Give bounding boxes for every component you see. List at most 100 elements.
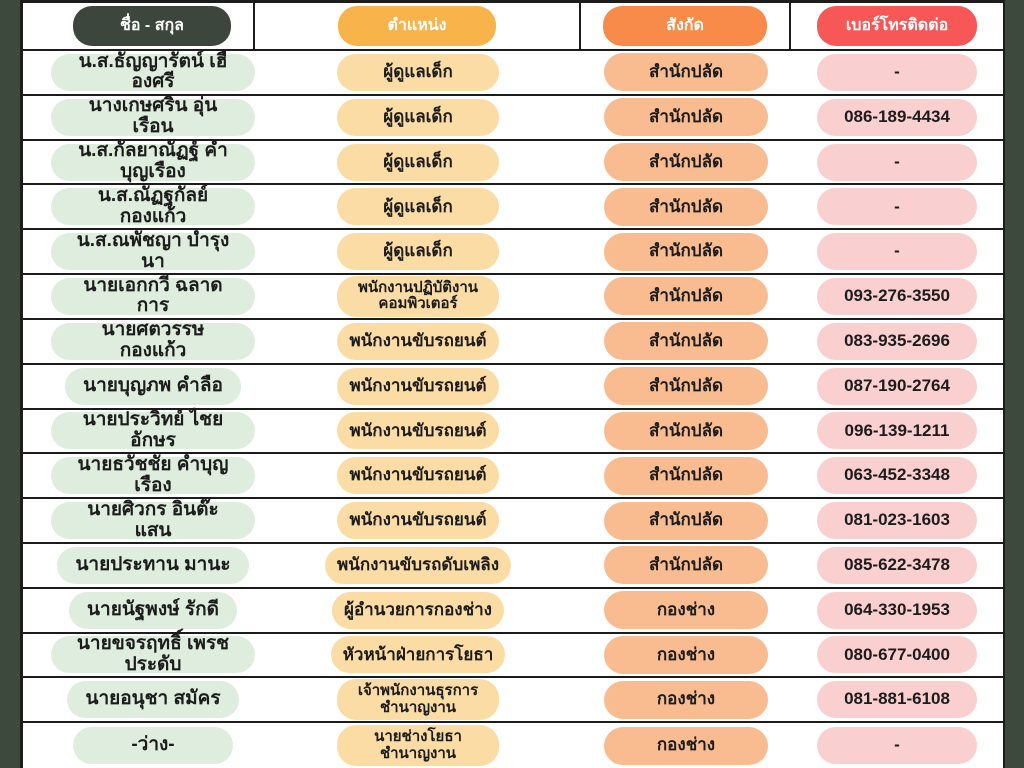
position-cell: พนักงานขับรถยนต์ — [255, 365, 581, 408]
column-header-position: ตำแหน่ง — [338, 6, 496, 46]
table-row: นายเอกกวี ฉลาดการ พนักงานปฏิบัติงาน คอมพ… — [23, 275, 1003, 320]
header-cell-name: ชื่อ - สกุล — [23, 3, 255, 49]
table-row: นายบุญภพ คำลือ พนักงานขับรถยนต์ สำนักปลั… — [23, 365, 1003, 410]
name-cell: น.ส.กัลยาณัฏฐ์ คำบุญเรือง — [23, 140, 255, 184]
position-cell: ผู้ดูแลเด็ก — [255, 51, 581, 94]
phone-pill: 081-023-1603 — [817, 502, 977, 540]
name-pill: นายเอกกวี ฉลาดการ — [51, 275, 255, 316]
table-row: นายนัฐพงษ์ รักดี ผู้อำนวยการกองช่าง กองช… — [23, 589, 1003, 634]
name-pill: นางเกษศริน อุ่นเรือน — [51, 95, 255, 137]
name-pill: นายอนุชา สมัคร — [67, 681, 239, 719]
name-cell: น.ส.ณพัชญา บำรุงนา — [23, 230, 255, 273]
phone-pill: 080-677-0400 — [817, 636, 977, 674]
position-pill: ผู้ดูแลเด็ก — [337, 143, 499, 181]
table-row: น.ส.ณัฏฐกัลย์ กองแก้ว ผู้ดูแลเด็ก สำนักป… — [23, 185, 1003, 231]
table-header-row: ชื่อ - สกุล ตำแหน่ง สังกัด เบอร์โทรติดต่… — [23, 3, 1003, 51]
phone-pill: 096-139-1211 — [817, 412, 977, 450]
table-row: นายประทาน มานะ พนักงานขับรถดับเพลิง สำนั… — [23, 544, 1003, 589]
department-cell: กองช่าง — [581, 678, 791, 721]
name-pill: น.ส.ณพัชญา บำรุงนา — [51, 230, 255, 272]
department-pill: กองช่าง — [604, 591, 768, 630]
phone-cell: - — [791, 141, 1003, 184]
name-pill: น.ส.ณัฏฐกัลย์ กองแก้ว — [51, 185, 255, 227]
phone-cell: 096-139-1211 — [791, 410, 1003, 453]
position-pill: พนักงานปฏิบัติงาน คอมพิวเตอร์ — [337, 275, 499, 317]
name-pill: นายนัฐพงษ์ รักดี — [69, 591, 237, 629]
department-pill: สำนักปลัด — [604, 546, 768, 585]
name-pill: นายศตวรรษ กองแก้ว — [51, 319, 255, 361]
position-pill: ผู้ดูแลเด็ก — [337, 233, 499, 271]
position-cell: ผู้ดูแลเด็ก — [255, 96, 581, 139]
name-pill: นายประทาน มานะ — [57, 546, 249, 584]
phone-cell: 086-189-4434 — [791, 96, 1003, 139]
department-pill: สำนักปลัด — [604, 322, 768, 361]
name-cell: -ว่าง- — [23, 723, 255, 768]
position-cell: หัวหน้าฝ่ายการโยธา — [255, 634, 581, 677]
name-cell: นายประทาน มานะ — [23, 544, 255, 587]
table-row: นายประวิทย์ ไชยอักษร พนักงานขับรถยนต์ สำ… — [23, 409, 1003, 455]
phone-pill: 081-881-6108 — [817, 681, 977, 719]
position-pill: พนักงานขับรถยนต์ — [337, 322, 499, 360]
department-pill: กองช่าง — [604, 680, 768, 719]
phone-pill: 086-189-4434 — [817, 98, 977, 136]
name-cell: นายประวิทย์ ไชยอักษร — [23, 409, 255, 453]
department-cell: สำนักปลัด — [581, 96, 791, 139]
name-cell: นายเอกกวี ฉลาดการ — [23, 275, 255, 318]
phone-cell: 083-935-2696 — [791, 320, 1003, 363]
phone-pill: 087-190-2764 — [817, 367, 977, 405]
phone-cell: - — [791, 51, 1003, 94]
position-cell: พนักงานขับรถยนต์ — [255, 499, 581, 542]
phone-cell: 064-330-1953 — [791, 589, 1003, 632]
position-cell: ผู้ดูแลเด็ก — [255, 230, 581, 273]
department-cell: กองช่าง — [581, 634, 791, 677]
phone-cell: 093-276-3550 — [791, 275, 1003, 318]
name-cell: นางเกษศริน อุ่นเรือน — [23, 95, 255, 139]
department-cell: สำนักปลัด — [581, 185, 791, 228]
department-pill: สำนักปลัด — [604, 411, 768, 450]
phone-cell: 081-881-6108 — [791, 678, 1003, 721]
position-pill: ผู้ดูแลเด็ก — [337, 98, 499, 136]
department-pill: สำนักปลัด — [604, 277, 768, 316]
name-cell: นายนัฐพงษ์ รักดี — [23, 589, 255, 632]
department-cell: สำนักปลัด — [581, 275, 791, 318]
name-cell: นายขจรฤทธิ์ เพรชประดับ — [23, 633, 255, 677]
name-cell: น.ส.ธัญญารัตน์ เฮืองศรี — [23, 51, 255, 94]
department-cell: กองช่าง — [581, 589, 791, 632]
position-pill: หัวหน้าฝ่ายการโยธา — [330, 636, 506, 674]
phone-pill: - — [817, 143, 977, 181]
position-cell: ผู้อำนวยการกองช่าง — [255, 589, 581, 632]
position-cell: นายช่างโยธา ชำนาญงาน — [255, 723, 581, 768]
department-cell: สำนักปลัด — [581, 454, 791, 497]
phone-pill: - — [817, 188, 977, 226]
table-row: นางเกษศริน อุ่นเรือน ผู้ดูแลเด็ก สำนักปล… — [23, 95, 1003, 141]
position-pill: พนักงานขับรถยนต์ — [337, 457, 499, 495]
position-cell: พนักงานขับรถยนต์ — [255, 410, 581, 453]
position-pill: เจ้าพนักงานธุรการ ชำนาญงาน — [337, 679, 499, 721]
position-cell: พนักงานขับรถยนต์ — [255, 320, 581, 363]
department-cell: กองช่าง — [581, 723, 791, 768]
position-cell: พนักงานขับรถยนต์ — [255, 454, 581, 497]
department-pill: สำนักปลัด — [604, 501, 768, 540]
position-cell: ผู้ดูแลเด็ก — [255, 141, 581, 184]
phone-pill: - — [817, 233, 977, 271]
table-row: -ว่าง- นายช่างโยธา ชำนาญงาน กองช่าง - — [23, 723, 1003, 768]
name-cell: นายธวัชชัย คำบุญเรือง — [23, 454, 255, 497]
phone-cell: - — [791, 723, 1003, 768]
department-cell: สำนักปลัด — [581, 365, 791, 408]
phone-pill: - — [817, 727, 977, 765]
name-cell: น.ส.ณัฏฐกัลย์ กองแก้ว — [23, 185, 255, 228]
name-cell: นายศิวกร อินต๊ะแสน — [23, 499, 255, 542]
department-pill: สำนักปลัด — [604, 187, 768, 226]
position-pill: พนักงานขับรถยนต์ — [337, 367, 499, 405]
phone-pill: - — [817, 53, 977, 91]
department-pill: สำนักปลัด — [604, 367, 768, 406]
department-cell: สำนักปลัด — [581, 230, 791, 273]
name-cell: นายอนุชา สมัคร — [23, 678, 255, 721]
name-pill: นายบุญภพ คำลือ — [65, 367, 241, 405]
phone-pill: 083-935-2696 — [817, 322, 977, 360]
position-pill: พนักงานขับรถดับเพลิง — [325, 546, 511, 584]
phone-cell: 085-622-3478 — [791, 544, 1003, 587]
name-pill: -ว่าง- — [73, 727, 233, 765]
phone-cell: - — [791, 185, 1003, 228]
